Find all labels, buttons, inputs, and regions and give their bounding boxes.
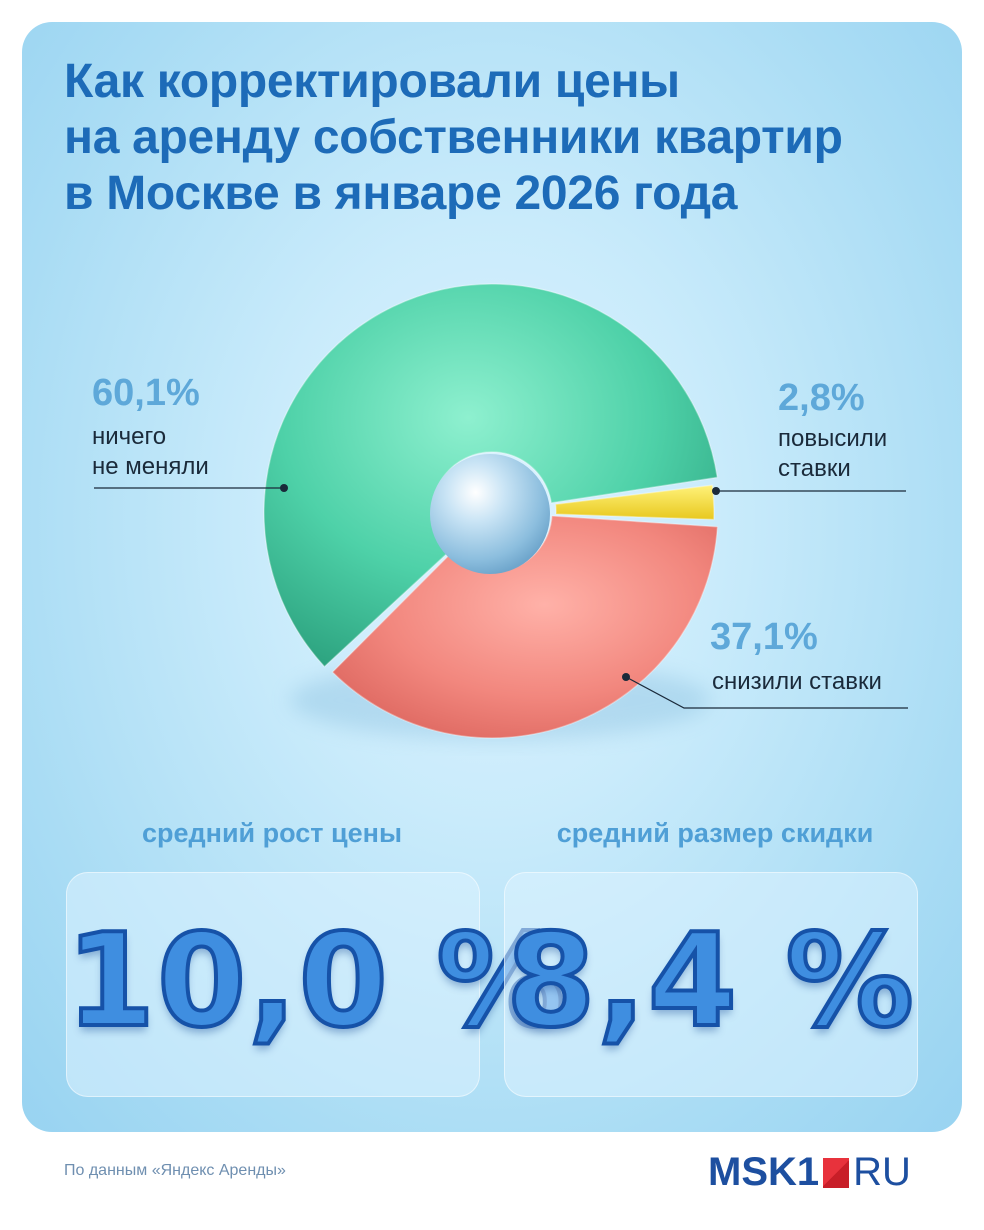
slice-unchanged-label-line2: не меняли [92, 453, 209, 480]
slice-unchanged-value: 60,1% [92, 372, 200, 414]
slice-raised-label-line1: повысили [778, 425, 888, 452]
slice-raised-label-line2: ставки [778, 455, 851, 482]
title-line-1: Как корректировали цены [64, 55, 680, 108]
stat-discount-value: 8,4 % [504, 905, 916, 1058]
title-line-2: на аренду собственники квартир [64, 111, 843, 164]
source-note: По данным «Яндекс Аренды» [64, 1162, 286, 1179]
donut-slices [263, 283, 719, 739]
leader-lowered-dot [622, 673, 630, 681]
slice-unchanged-label-line1: ничего [92, 423, 167, 450]
logo-tld: RU [853, 1150, 911, 1194]
logo: MSK1 RU [686, 1136, 962, 1208]
stat-discount-box: 8,4 % [504, 872, 918, 1097]
slice-raised-label: повысили ставки [778, 424, 887, 484]
center-pearl [430, 454, 550, 574]
slice-raised [554, 484, 715, 521]
stat-discount-label: средний размер скидки [556, 818, 874, 848]
slice-raised-value: 2,8% [778, 377, 865, 419]
logo-mark-icon [823, 1158, 850, 1188]
leader-raised-dot [712, 487, 720, 495]
slice-lowered-value: 37,1% [710, 616, 818, 658]
leader-unchanged-dot [280, 484, 288, 492]
slice-lowered-label: снизили ставки [712, 667, 882, 697]
page-title: Как корректировали цены на аренду собств… [64, 54, 944, 222]
logo-main: MSK1 [708, 1150, 820, 1194]
stat-growth-label: средний рост цены [141, 818, 403, 848]
slice-unchanged [263, 283, 719, 668]
logo-text: MSK1 RU [708, 1150, 911, 1194]
infographic-card: Как корректировали цены на аренду собств… [22, 22, 962, 1132]
title-line-3: в Москве в январе 2026 года [64, 167, 738, 220]
slice-unchanged-label: ничего не меняли [92, 422, 209, 482]
leader-lines [94, 484, 908, 709]
slice-lowered-label-line1: снизили ставки [712, 668, 882, 695]
leader-lowered [625, 676, 908, 709]
